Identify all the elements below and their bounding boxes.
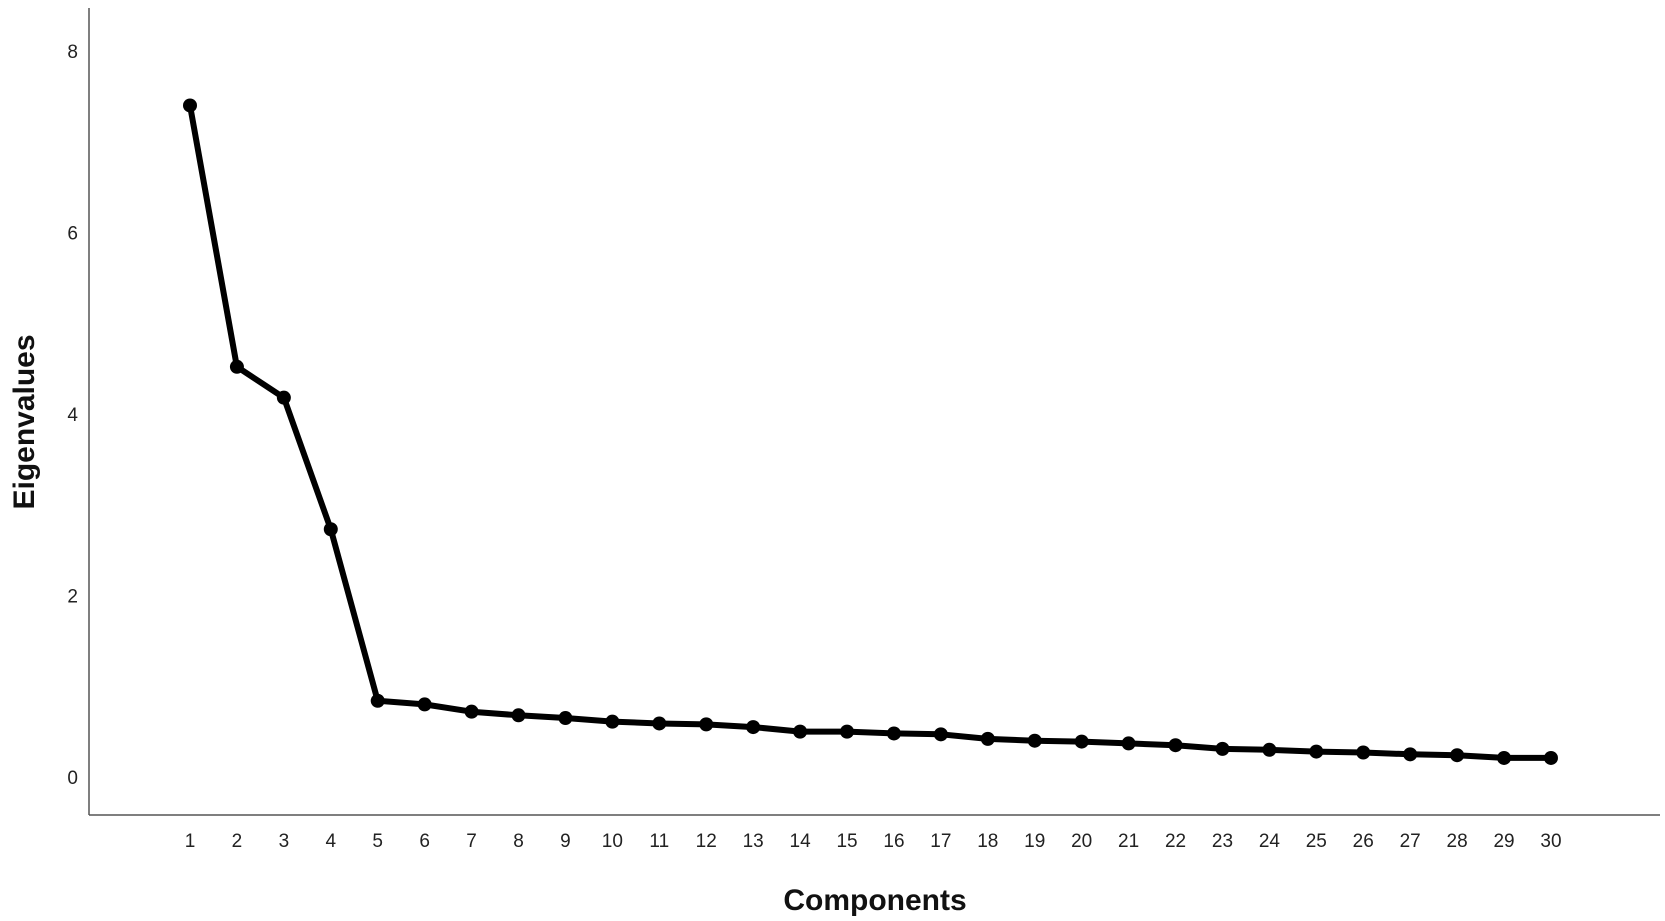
x-tick-label: 16	[883, 831, 904, 852]
x-axis-ticks: 1 2 3 4 5 6 7 8 9 10 11 12 13 14 15 16 17 18 19 20 21 22 23 24 2…	[185, 831, 1562, 852]
eigenvalue-series-line	[187, 102, 1554, 761]
data-point	[1262, 742, 1277, 757]
data-point	[1027, 733, 1042, 748]
data-point	[652, 716, 667, 731]
data-point	[1168, 738, 1183, 753]
x-tick-label: 5	[372, 831, 383, 852]
x-tick-label: 15	[836, 831, 857, 852]
data-point	[793, 724, 808, 739]
x-tick-label: 24	[1259, 831, 1281, 852]
x-axis-title: Components	[783, 884, 966, 917]
x-tick-label: 22	[1165, 831, 1186, 852]
x-tick-label: 3	[279, 831, 290, 852]
x-tick-label: 23	[1212, 831, 1233, 852]
data-point	[323, 522, 338, 537]
x-tick-label: 17	[930, 831, 951, 852]
data-point	[183, 98, 197, 113]
x-tick-label: 28	[1447, 831, 1468, 852]
y-tick-label: 0	[67, 768, 78, 789]
x-tick-label: 6	[419, 831, 430, 852]
data-point	[417, 697, 432, 712]
y-tick-label: 2	[67, 587, 78, 608]
x-tick-label: 18	[977, 831, 998, 852]
data-point	[1309, 744, 1324, 759]
data-point	[276, 390, 291, 405]
x-tick-label: 25	[1306, 831, 1327, 852]
data-point	[933, 727, 948, 742]
y-tick-label: 4	[67, 405, 78, 426]
data-point	[1403, 747, 1418, 762]
x-tick-label: 2	[232, 831, 243, 852]
x-tick-label: 14	[790, 831, 812, 852]
data-point	[980, 731, 995, 746]
x-tick-label: 13	[743, 831, 764, 852]
data-point	[1450, 748, 1465, 763]
x-tick-label: 4	[326, 831, 337, 852]
data-point	[1356, 745, 1371, 760]
x-tick-label: 1	[185, 831, 196, 852]
data-point	[464, 704, 479, 719]
x-tick-label: 7	[466, 831, 477, 852]
data-point	[558, 711, 573, 726]
y-axis-ticks: 0 2 4 6 8	[67, 42, 78, 789]
data-point	[699, 717, 714, 732]
x-tick-label: 26	[1353, 831, 1374, 852]
data-point	[370, 693, 385, 708]
x-tick-label: 12	[696, 831, 717, 852]
data-point	[511, 708, 526, 723]
data-point	[886, 726, 901, 741]
x-tick-label: 19	[1024, 831, 1045, 852]
data-point	[1215, 741, 1230, 756]
x-tick-label: 21	[1118, 831, 1139, 852]
x-tick-label: 9	[560, 831, 571, 852]
x-tick-label: 29	[1493, 831, 1514, 852]
x-tick-label: 8	[513, 831, 524, 852]
data-point	[605, 714, 620, 729]
x-tick-label: 11	[649, 831, 669, 852]
y-tick-label: 8	[67, 42, 78, 63]
data-point	[1497, 750, 1512, 765]
data-point	[840, 724, 855, 739]
data-point	[1121, 736, 1136, 751]
y-axis-title: Eigenvalues	[8, 334, 41, 509]
x-tick-label: 20	[1071, 831, 1092, 852]
x-tick-label: 27	[1400, 831, 1421, 852]
x-tick-label: 10	[602, 831, 623, 852]
x-tick-label: 30	[1540, 831, 1561, 852]
data-point	[746, 720, 761, 735]
data-point	[229, 359, 244, 374]
data-point	[1543, 750, 1558, 765]
data-point	[1074, 734, 1089, 749]
data-points	[183, 98, 1558, 765]
y-tick-label: 6	[67, 224, 78, 245]
